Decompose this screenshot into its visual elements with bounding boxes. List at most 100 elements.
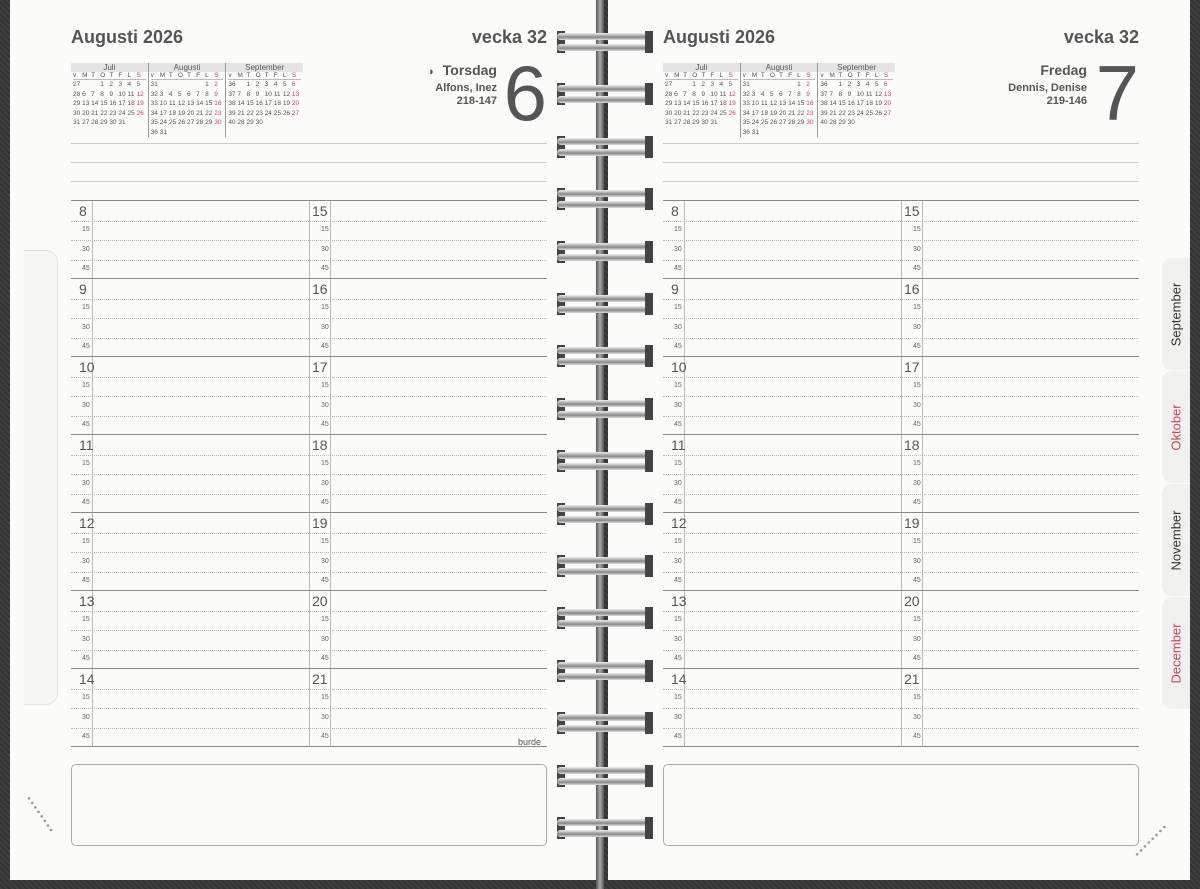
quarter-label: 45 xyxy=(674,655,682,662)
time-slot[interactable] xyxy=(922,279,1139,357)
ring-part xyxy=(557,345,565,368)
ring-part xyxy=(645,659,653,682)
weekday-label: v xyxy=(150,72,154,79)
week-number-cell: 31 xyxy=(742,81,750,88)
brand-logo: burde xyxy=(518,737,542,747)
quarter-line xyxy=(71,298,547,300)
note-line[interactable] xyxy=(71,162,547,163)
time-slot[interactable] xyxy=(330,435,547,513)
tab-oktober[interactable]: Oktober xyxy=(1162,371,1190,483)
day-cell: 2 xyxy=(847,81,852,88)
time-slot[interactable] xyxy=(92,513,309,591)
hour-label: 9 xyxy=(79,281,87,297)
time-slot[interactable] xyxy=(684,201,901,279)
note-line[interactable] xyxy=(71,181,547,182)
day-cell: 29 xyxy=(246,119,254,126)
hour-label: 9 xyxy=(671,281,679,297)
time-slot[interactable] xyxy=(92,591,309,669)
time-slot[interactable] xyxy=(92,669,309,747)
tab-november[interactable]: November xyxy=(1162,484,1190,596)
week-number-cell: 28 xyxy=(73,90,81,98)
ring-part xyxy=(557,661,653,669)
day-cell: 13 xyxy=(778,100,787,107)
quarter-label: 45 xyxy=(321,343,329,350)
day-cell: 31 xyxy=(751,128,759,136)
ring-part xyxy=(645,135,653,158)
mini-calendar-month: Juli v M T O T F L S 27 1 2 3 4 5 28 6 7 8 9 10 11 12 29 13 14 15 1… xyxy=(663,63,740,137)
quarter-label: 15 xyxy=(82,616,90,623)
hour-block: 10 15 30 45 17 15 30 45 xyxy=(663,357,1139,435)
mini-calendar-week: 33 10 11 12 13 14 15 16 xyxy=(743,99,816,109)
quarter-line xyxy=(663,630,1139,631)
quarter-line xyxy=(663,298,1139,300)
ring-part xyxy=(557,240,565,263)
time-slot[interactable] xyxy=(92,357,309,435)
week-number-cell: 31 xyxy=(73,119,81,126)
day-cell: 3 xyxy=(264,81,269,88)
grid-divider xyxy=(901,201,902,746)
mini-calendar-week: 27 1 2 3 4 5 xyxy=(73,80,146,90)
notes-box[interactable] xyxy=(663,764,1139,846)
day-info: Fredag Dennis, Denise 219-146 xyxy=(1008,62,1087,108)
time-slot[interactable] xyxy=(330,357,547,435)
ring-part xyxy=(557,764,565,787)
tab-september[interactable]: September xyxy=(1162,258,1190,370)
mini-calendar-week: 38 14 15 16 17 18 19 20 xyxy=(228,99,301,109)
time-slot[interactable] xyxy=(330,513,547,591)
time-slot[interactable] xyxy=(684,435,901,513)
quarter-label: 15 xyxy=(321,694,329,701)
time-slot[interactable] xyxy=(922,669,1139,747)
time-slot[interactable] xyxy=(330,591,547,669)
mini-calendar-week: 28 6 7 8 9 10 11 12 xyxy=(73,90,146,100)
time-slot[interactable] xyxy=(922,513,1139,591)
quarter-line xyxy=(71,220,547,222)
day-cell: 7 xyxy=(829,90,834,98)
quarter-line xyxy=(71,532,547,534)
time-slot[interactable] xyxy=(684,591,901,669)
time-slot[interactable] xyxy=(684,669,901,747)
time-slot[interactable] xyxy=(922,357,1139,435)
day-cell: 8 xyxy=(797,90,801,98)
mini-calendar: Juli v M T O T F L S 27 1 2 3 4 5 28 6 7 8 9 10 11 12 29 13 14 15 1… xyxy=(663,63,896,138)
day-cell xyxy=(788,128,797,138)
tab-december[interactable]: December xyxy=(1162,597,1190,709)
hour-grid: 8 15 30 45 15 15 30 45 9 15 30 45 16 15 30 45 10 15 30 45 17… xyxy=(663,200,1139,747)
time-slot[interactable] xyxy=(922,591,1139,669)
weekday-label: O xyxy=(847,72,853,79)
time-slot[interactable] xyxy=(684,513,901,591)
time-slot[interactable] xyxy=(922,201,1139,279)
quarter-label: 30 xyxy=(321,635,329,643)
hour-label: 13 xyxy=(79,593,95,609)
note-line[interactable] xyxy=(663,162,1139,163)
weekday-label: F xyxy=(710,72,715,79)
quarter-label: 45 xyxy=(913,421,921,428)
time-slot[interactable] xyxy=(922,435,1139,513)
day-cell: 31 xyxy=(118,119,126,126)
quarter-label: 30 xyxy=(913,713,921,721)
time-slot[interactable] xyxy=(330,201,547,279)
time-slot[interactable] xyxy=(92,435,309,513)
time-slot[interactable] xyxy=(92,279,309,357)
grid-divider xyxy=(684,201,685,746)
time-slot[interactable] xyxy=(330,279,547,357)
hour-grid: 8 15 30 45 15 15 30 45 9 15 30 45 16 15 30 45 10 15 30 45 17… xyxy=(71,200,547,747)
day-cell: 7 xyxy=(237,90,242,98)
quarter-label: 15 xyxy=(674,694,682,701)
time-slot[interactable] xyxy=(92,201,309,279)
quarter-label: 45 xyxy=(674,265,682,272)
weekday-label: S xyxy=(728,72,733,79)
time-slot[interactable] xyxy=(684,357,901,435)
day-cell: 3 xyxy=(118,81,123,88)
note-line[interactable] xyxy=(71,143,547,144)
day-cell: 4 xyxy=(760,90,765,98)
day-cell: 3 xyxy=(710,81,715,88)
weekday-label: T xyxy=(683,72,688,79)
notes-box[interactable] xyxy=(71,764,547,846)
note-line[interactable] xyxy=(663,143,1139,144)
ring-part xyxy=(557,410,653,418)
time-slot[interactable] xyxy=(684,279,901,357)
ring-part xyxy=(557,766,653,774)
note-line[interactable] xyxy=(663,181,1139,182)
time-slot[interactable] xyxy=(330,669,547,747)
